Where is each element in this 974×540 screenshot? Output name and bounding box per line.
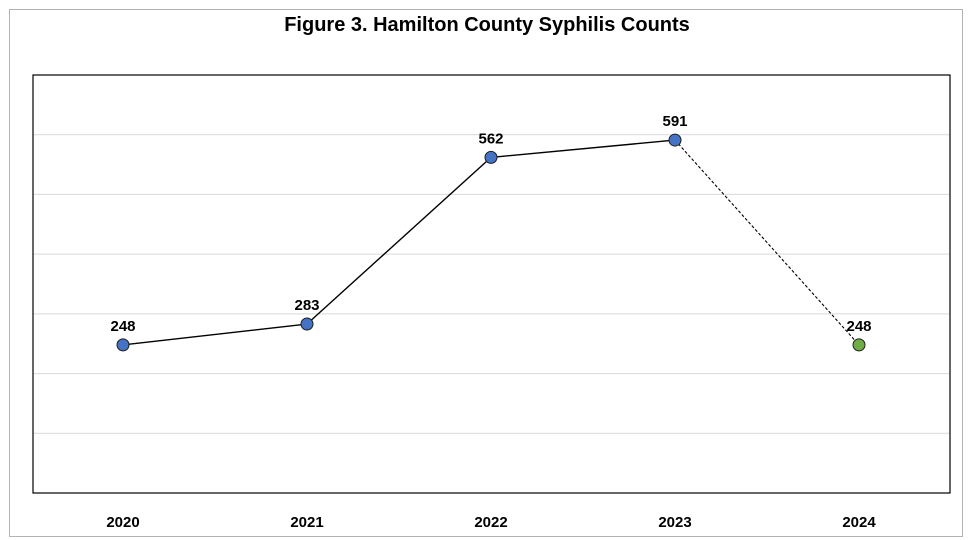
x-tick-label-2021: 2021 xyxy=(290,514,323,531)
data-point-2020 xyxy=(116,338,130,352)
x-axis-ticks: 2020 2021 2022 2023 2024 xyxy=(106,514,876,531)
line-segment-2020-2021 xyxy=(122,323,308,346)
data-point-2021 xyxy=(300,317,314,331)
data-label-2022: 562 xyxy=(478,130,503,147)
series-lines xyxy=(122,139,860,346)
series-markers xyxy=(116,133,866,352)
chart-frame xyxy=(9,9,963,537)
data-label-2024: 248 xyxy=(846,318,871,335)
plot-area-border xyxy=(32,74,951,494)
line-segment-2023-2024 xyxy=(674,139,860,346)
chart-title: Figure 3. Hamilton County Syphilis Count… xyxy=(284,14,690,36)
data-point-2023 xyxy=(668,133,682,147)
gridlines xyxy=(33,134,950,434)
data-label-2020: 248 xyxy=(110,318,135,335)
x-tick-label-2020: 2020 xyxy=(106,514,139,531)
data-labels: 248 283 562 591 248 xyxy=(110,113,871,335)
x-tick-label-2024: 2024 xyxy=(842,514,876,531)
line-segment-2022-2023 xyxy=(490,139,676,159)
x-tick-label-2023: 2023 xyxy=(658,514,691,531)
x-tick-label-2022: 2022 xyxy=(474,514,507,531)
data-point-2024 xyxy=(852,338,866,352)
data-point-2022 xyxy=(484,150,498,164)
line-segment-2021-2022 xyxy=(306,156,492,325)
data-label-2021: 283 xyxy=(294,297,319,314)
data-label-2023: 591 xyxy=(662,113,687,130)
